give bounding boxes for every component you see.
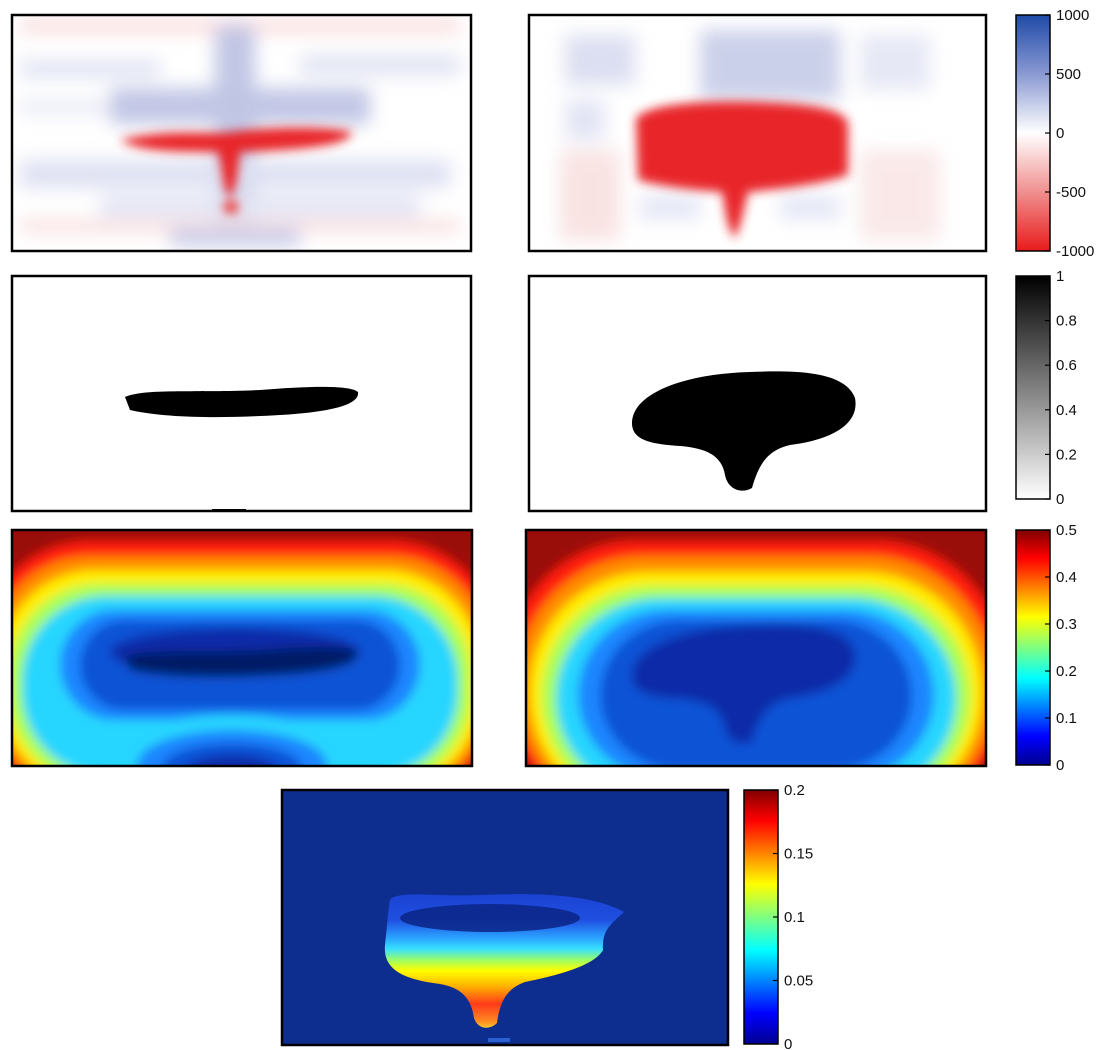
colorbar-tick-label: 0 (1056, 491, 1064, 508)
colorbar-tick-label: 0.6 (1056, 357, 1077, 374)
panel-frame (10, 13, 473, 253)
colorbar-tick-label: 1 (1056, 268, 1064, 285)
binary-mask-a (12, 276, 471, 512)
panel-frame (527, 274, 988, 513)
colorbar-ticks: 1000 500 0 -500 -1000 (1045, 7, 1094, 260)
colorbar-tick-label: 0.15 (784, 846, 813, 863)
panel-frame (10, 528, 474, 768)
colorbar-tick-label: 0.5 (1056, 522, 1077, 539)
colorbar-tick-label: -500 (1056, 184, 1086, 201)
colorbar-tick-label: 0 (1056, 757, 1064, 774)
colorbar-rwb: 1000 500 0 -500 -1000 (1015, 7, 1094, 260)
inversion-update-b (529, 15, 986, 251)
colorbar-jet-b: 0.2 0.15 0.1 0.05 0 (743, 782, 813, 1050)
distance-map-b (526, 530, 986, 766)
colorbar-tick-label: 0.2 (784, 782, 805, 799)
colorbar-tick-label: 0.4 (1056, 569, 1077, 586)
colorbar-tick-label: 0 (1056, 125, 1064, 142)
panel-frame (10, 274, 473, 513)
difference-map (282, 790, 728, 1045)
colorbar-tick-label: 0.05 (784, 973, 813, 990)
colorbar-tick-label: 1000 (1056, 7, 1089, 24)
colorbar-ticks: 0.2 0.15 0.1 0.05 0 (773, 782, 813, 1050)
colorbar-ticks: 0.5 0.4 0.3 0.2 0.1 0 (1045, 522, 1077, 774)
colorbar-tick-label: 0.1 (784, 909, 805, 926)
colorbar-tick-label: 0 (784, 1036, 792, 1050)
colorbar-tick-label: 500 (1056, 66, 1081, 83)
colorbar-jet-a: 0.5 0.4 0.3 0.2 0.1 0 (1015, 522, 1077, 774)
panel-frame (524, 528, 988, 768)
colorbar-gray: 1 0.8 0.6 0.4 0.2 0 (1015, 268, 1077, 508)
colorbar-tick-label: 0.8 (1056, 313, 1077, 330)
panel-frame (280, 788, 730, 1047)
panel-frame (527, 13, 988, 253)
colorbar-tick-label: 0.4 (1056, 402, 1077, 419)
inversion-update-a (12, 15, 471, 251)
colorbar-tick-label: 0.2 (1056, 446, 1077, 463)
distance-map-a (12, 530, 472, 766)
colorbar-tick-label: 0.3 (1056, 616, 1077, 633)
colorbar-tick-label: -1000 (1056, 243, 1094, 260)
colorbar-tick-label: 0.1 (1056, 710, 1077, 727)
colorbar-tick-label: 0.2 (1056, 663, 1077, 680)
colorbar-ticks: 1 0.8 0.6 0.4 0.2 0 (1045, 268, 1077, 508)
binary-mask-b (529, 276, 986, 511)
